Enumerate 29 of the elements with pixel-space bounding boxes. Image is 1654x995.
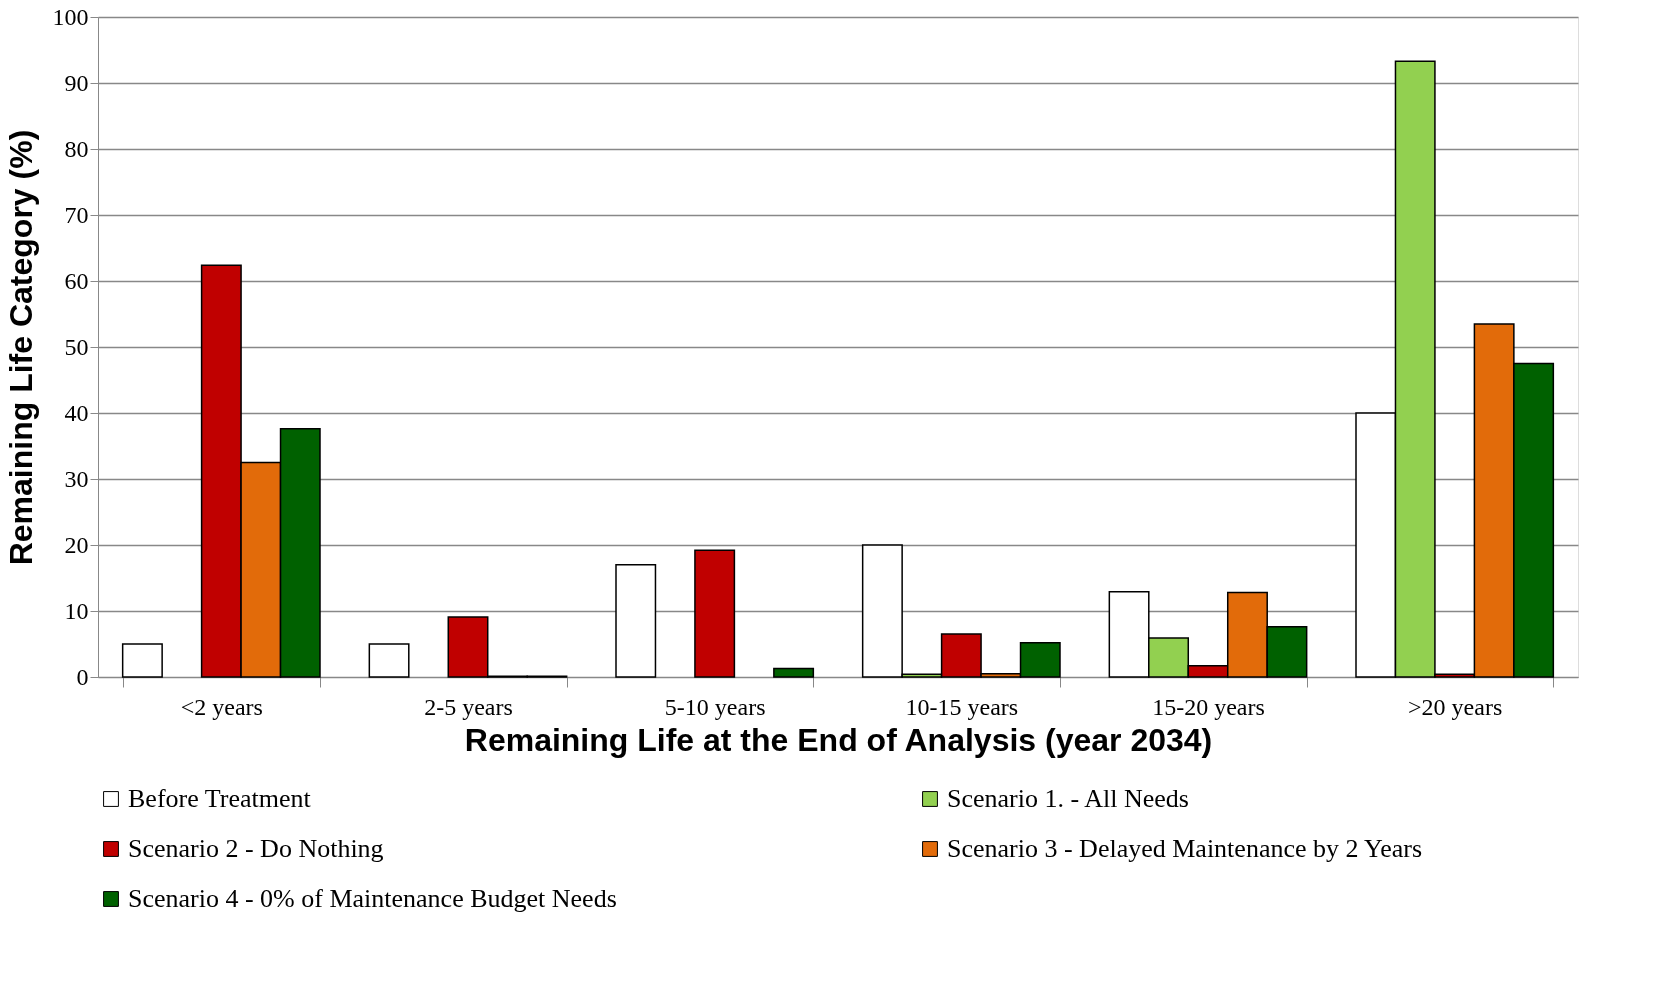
x-tick-label: 5-10 years [664,693,766,720]
y-tick-label: 50 [64,333,89,360]
x-tick-label: 2-5 years [424,693,513,720]
y-tick-label: 60 [64,267,89,294]
bar [773,667,815,678]
x-axis-title: Remaining Life at the End of Analysis (year 2034) [464,721,1213,758]
y-tick-label: 90 [64,69,89,96]
y-tick-label: 40 [64,399,89,426]
y-tick-label: 70 [64,201,89,228]
legend-label: Scenario 4 - 0% of Maintenance Budget Needs [128,884,617,913]
legend-label: Scenario 3 - Delayed Maintenance by 2 Years [947,834,1423,863]
y-tick-label: 10 [64,597,89,624]
x-tick-label: 10-15 years [905,693,1019,720]
x-tick-label: 15-20 years [1152,693,1265,720]
y-axis-title: Remaining Life Category (%) [2,129,39,566]
y-tick-label: 80 [64,135,89,162]
y-tick-label: 100 [52,3,89,30]
bar [694,549,736,678]
y-tick-label: 30 [64,465,89,492]
y-tick-label: 20 [64,531,89,558]
bar [368,643,410,678]
legend-label: Before Treatment [128,784,312,813]
bar [121,643,163,678]
x-tick-label: >20 years [1408,693,1503,720]
legend-label: Scenario 2 - Do Nothing [128,834,384,863]
x-tick-label: <2 years [180,693,263,720]
legend-label: Scenario 1. - All Needs [947,784,1189,813]
bar [615,564,657,678]
y-tick-label: 0 [76,663,89,690]
